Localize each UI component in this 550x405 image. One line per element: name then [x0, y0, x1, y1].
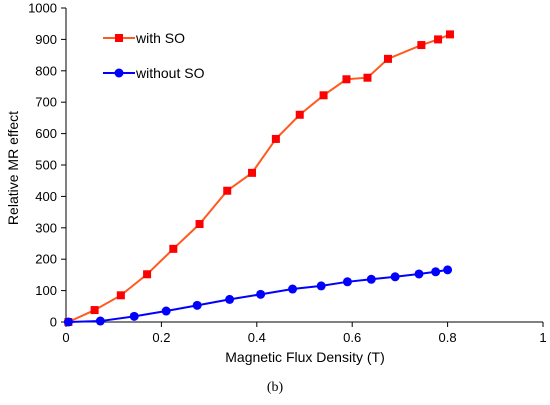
- y-tick-label: 100: [35, 283, 57, 298]
- data-point: [445, 30, 454, 39]
- x-tick-label: 0.2: [152, 330, 170, 345]
- data-point: [414, 269, 424, 279]
- data-point: [161, 306, 171, 316]
- data-point: [143, 270, 152, 279]
- figure-caption: (b): [267, 380, 284, 395]
- legend-entry: with SO: [103, 30, 185, 46]
- data-point: [342, 75, 351, 84]
- legend-label: with SO: [135, 30, 185, 46]
- data-point: [288, 284, 298, 294]
- data-point: [95, 316, 105, 326]
- data-point: [225, 294, 235, 304]
- x-axis-ticks: 0 0.2 0.4 0.6 0.8 1: [62, 322, 547, 345]
- data-point: [129, 311, 139, 321]
- legend-entry: without SO: [103, 65, 205, 81]
- data-point: [192, 300, 202, 310]
- series-without-so: [63, 265, 453, 327]
- legend-marker: [114, 68, 124, 78]
- x-tick-label: 0.8: [439, 330, 457, 345]
- data-point: [223, 186, 232, 195]
- data-point: [434, 35, 443, 44]
- legend: with SO without SO: [103, 30, 205, 81]
- x-tick-label: 1: [539, 330, 546, 345]
- legend-label: without SO: [135, 65, 205, 81]
- data-point: [319, 91, 328, 100]
- x-tick-label: 0: [62, 330, 69, 345]
- y-tick-label: 0: [50, 315, 57, 330]
- data-point: [443, 265, 453, 275]
- x-tick-label: 0.4: [248, 330, 266, 345]
- y-tick-label: 200: [35, 252, 57, 267]
- data-point: [248, 168, 257, 177]
- legend-marker: [115, 34, 123, 42]
- data-point: [295, 110, 304, 119]
- series-layer: [63, 30, 454, 327]
- y-tick-label: 600: [35, 126, 57, 141]
- data-point: [417, 41, 426, 50]
- data-point: [342, 277, 352, 287]
- data-point: [169, 244, 178, 253]
- data-point: [195, 220, 204, 229]
- x-axis-title: Magnetic Flux Density (T): [225, 349, 384, 365]
- y-tick-label: 900: [35, 32, 57, 47]
- y-axis-title: Relative MR effect: [5, 111, 21, 225]
- data-point: [363, 73, 372, 82]
- y-tick-label: 300: [35, 220, 57, 235]
- y-axis-ticks: 0 100 200 300 400 500 600 700 800 900 1000: [28, 1, 66, 330]
- y-tick-label: 500: [35, 158, 57, 173]
- data-point: [390, 272, 400, 282]
- data-point: [366, 274, 376, 284]
- data-point: [271, 134, 280, 143]
- data-point: [116, 291, 125, 300]
- y-tick-label: 800: [35, 63, 57, 78]
- data-point: [63, 317, 73, 327]
- data-point: [90, 306, 99, 315]
- data-point: [431, 267, 441, 277]
- x-tick-label: 0.6: [343, 330, 361, 345]
- data-point: [383, 54, 392, 63]
- data-point: [256, 289, 266, 299]
- y-tick-label: 400: [35, 189, 57, 204]
- y-tick-label: 700: [35, 95, 57, 110]
- y-tick-label: 1000: [28, 1, 57, 16]
- data-point: [316, 281, 326, 291]
- axes: [65, 8, 543, 323]
